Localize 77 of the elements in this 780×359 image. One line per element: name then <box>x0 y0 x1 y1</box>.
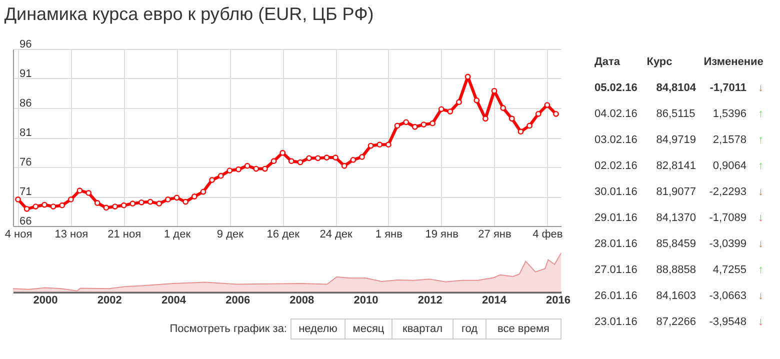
text: 84,9719 <box>656 134 696 146</box>
text: -1,7089 <box>709 212 746 224</box>
text: 84,8104 <box>656 82 697 94</box>
text: неделю <box>298 323 338 335</box>
text: 84,1603 <box>656 290 696 302</box>
text: 27.01.16 <box>594 264 638 276</box>
text: 2,1578 <box>712 134 746 146</box>
x-tick-label: 2012 <box>418 294 442 306</box>
x-tick-label: 2002 <box>97 294 122 306</box>
x-tick-label: 2000 <box>33 294 58 306</box>
text: Посмотреть график за: <box>170 323 287 335</box>
text: 05.02.16 <box>594 82 638 94</box>
text: ↓ <box>758 186 764 198</box>
x-tick-label: 2008 <box>290 294 314 306</box>
text: ↓ <box>758 290 764 302</box>
x-tick-label: 2006 <box>226 294 250 306</box>
text: 85,8459 <box>656 238 696 250</box>
y-tick-label: 91 <box>20 68 32 80</box>
text: 26.01.16 <box>594 290 638 302</box>
text: 30.01.16 <box>594 186 638 198</box>
x-tick-label: 1 дек <box>164 228 191 240</box>
text: -2,2293 <box>709 186 746 198</box>
y-tick-label: 81 <box>20 127 32 139</box>
text: Курс <box>646 56 672 68</box>
text: -3,0663 <box>709 290 746 302</box>
text: 29.01.16 <box>594 212 638 224</box>
text: -3,9548 <box>709 316 746 328</box>
text: -3,0399 <box>709 238 746 250</box>
x-tick-label: 24 дек <box>320 228 353 240</box>
y-tick-label: 71 <box>20 186 32 198</box>
text: Изменение <box>704 56 764 68</box>
text: ↓ <box>758 238 764 250</box>
x-tick-label: 21 ноя <box>108 228 142 240</box>
x-tick-label: 2004 <box>161 294 187 306</box>
text: ↑ <box>758 108 764 120</box>
text: все время <box>498 323 550 335</box>
x-tick-label: 13 ноя <box>54 228 88 240</box>
text: ↑ <box>758 134 764 146</box>
x-tick-label: 2016 <box>546 294 571 306</box>
text: год <box>461 323 478 335</box>
text: ↓ <box>758 212 764 224</box>
x-tick-label: 1 янв <box>375 228 403 240</box>
x-tick-label: 27 янв <box>478 228 512 240</box>
text: ↑ <box>758 160 764 172</box>
text: 02.02.16 <box>594 160 638 172</box>
text: 84,1370 <box>656 212 696 224</box>
x-tick-label: 4 фев <box>532 228 563 240</box>
y-tick-label: 96 <box>20 38 32 50</box>
text: 87,2266 <box>656 316 696 328</box>
x-tick-label: 9 дек <box>216 228 244 240</box>
text: 4,7255 <box>712 264 746 276</box>
text: 04.02.16 <box>594 108 638 120</box>
text: 03.02.16 <box>594 134 638 146</box>
text: 86,5115 <box>656 108 696 120</box>
text: ↑ <box>758 264 764 276</box>
x-tick-label: 2010 <box>354 294 378 306</box>
y-tick-label: 76 <box>20 156 32 168</box>
text: ↓ <box>758 82 764 94</box>
text: 23.01.16 <box>594 316 638 328</box>
text: квартал <box>402 323 442 335</box>
text: 1,5396 <box>712 108 746 120</box>
text: Дата <box>594 56 621 68</box>
text: месяц <box>352 323 385 335</box>
x-tick-label: 16 дек <box>266 228 300 240</box>
x-tick-label: 2014 <box>482 294 508 306</box>
text: ↓ <box>758 316 764 328</box>
text: 28.01.16 <box>594 238 638 250</box>
chart-title: Динамика курса евро к рублю (EUR, ЦБ РФ) <box>4 4 374 24</box>
text: 0,9064 <box>712 160 746 172</box>
text: 82,8141 <box>656 160 696 172</box>
text: 81,9077 <box>656 186 696 198</box>
x-tick-label: 19 янв <box>425 228 459 240</box>
y-tick-label: 66 <box>20 216 32 228</box>
text: 88,8858 <box>656 264 696 276</box>
text: -1,7011 <box>710 82 746 94</box>
y-tick-label: 86 <box>20 98 32 110</box>
x-tick-label: 4 ноя <box>4 228 32 240</box>
